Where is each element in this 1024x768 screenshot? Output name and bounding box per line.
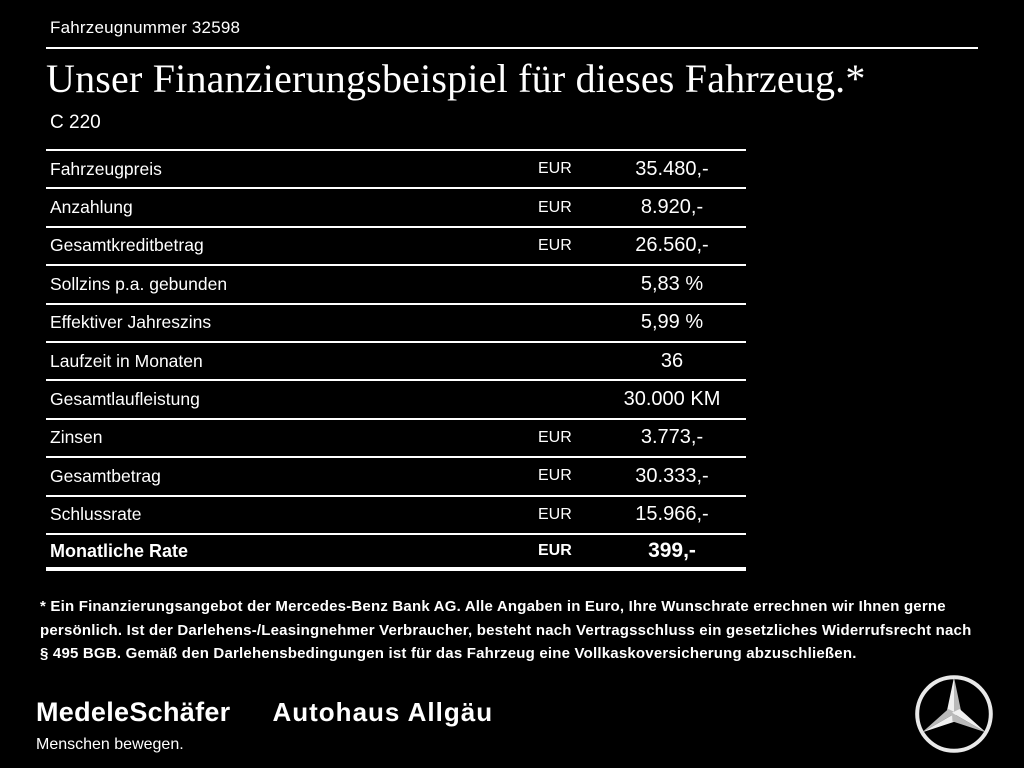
page-title: Unser Finanzierungsbeispiel für dieses F… — [46, 56, 866, 101]
vehicle-number: Fahrzeugnummer 32598 — [50, 18, 241, 37]
row-label: Schlussrate — [50, 504, 142, 525]
row-value: 30.333,- — [635, 464, 709, 487]
table-row: Sollzins p.a. gebunden 5,83 % — [46, 264, 746, 302]
row-label: Zinsen — [50, 427, 103, 448]
row-label: Sollzins p.a. gebunden — [50, 273, 228, 294]
row-label: Monatliche Rate — [50, 540, 189, 561]
mercedes-benz-star-icon — [915, 675, 993, 753]
row-label: Fahrzeugpreis — [50, 158, 162, 179]
row-label: Laufzeit in Monaten — [50, 350, 203, 371]
table-row: Effektiver Jahreszins 5,99 % — [46, 302, 746, 341]
row-value: 15.966,- — [635, 503, 709, 526]
table-row: Gesamtkreditbetrag EUR 26.560,- — [46, 225, 746, 264]
row-currency: EUR — [538, 505, 572, 523]
table-row: Fahrzeugpreis EUR 35.480,- — [46, 149, 746, 187]
row-label: Anzahlung — [50, 197, 133, 218]
row-label: Effektiver Jahreszins — [50, 312, 212, 333]
row-currency: EUR — [538, 542, 572, 560]
row-label: Gesamtbetrag — [50, 465, 161, 486]
table-row: Zinsen EUR 3.773,- — [46, 417, 746, 456]
row-value: 36 — [660, 349, 684, 372]
table-row-monthly-rate: Monatliche Rate EUR 399,- — [46, 532, 746, 572]
footnote-text: * Ein Finanzierungsangebot der Mercedes-… — [40, 598, 972, 662]
dealer-logo-medele-schaefer: MedeleSchäfer — [36, 697, 231, 727]
row-value: 5,99 % — [640, 311, 704, 334]
table-row: Anzahlung EUR 8.920,- — [46, 187, 746, 225]
dealer-block: MedeleSchäfer Autohaus Allgäu Menschen b… — [36, 697, 493, 754]
header-divider — [46, 47, 978, 49]
row-value: 3.773,- — [640, 426, 704, 449]
row-label: Gesamtlaufleistung — [50, 389, 200, 410]
row-value: 35.480,- — [635, 157, 709, 180]
row-currency: EUR — [538, 198, 572, 216]
finance-table: Fahrzeugpreis EUR 35.480,- Anzahlung EUR… — [46, 149, 746, 572]
row-value: 5,83 % — [640, 272, 704, 295]
row-value: 399,- — [648, 539, 696, 563]
dealer-tagline: Menschen bewegen. — [36, 736, 184, 753]
footer: MedeleSchäfer Autohaus Allgäu Menschen b… — [36, 674, 994, 754]
row-currency: EUR — [538, 428, 572, 446]
row-label: Gesamtkreditbetrag — [50, 235, 204, 256]
table-row: Gesamtlaufleistung 30.000 KM — [46, 379, 746, 417]
row-value: 30.000 KM — [623, 388, 721, 411]
row-currency: EUR — [538, 467, 572, 485]
vehicle-model: C 220 — [50, 112, 101, 133]
table-row: Gesamtbetrag EUR 30.333,- — [46, 456, 746, 494]
row-value: 8.920,- — [640, 196, 704, 219]
dealer-logo-autohaus-allgaeu: Autohaus Allgäu — [272, 697, 494, 727]
row-value: 26.560,- — [635, 234, 709, 257]
table-row: Laufzeit in Monaten 36 — [46, 340, 746, 379]
row-currency: EUR — [538, 236, 572, 254]
row-currency: EUR — [538, 160, 572, 178]
table-row: Schlussrate EUR 15.966,- — [46, 494, 746, 533]
